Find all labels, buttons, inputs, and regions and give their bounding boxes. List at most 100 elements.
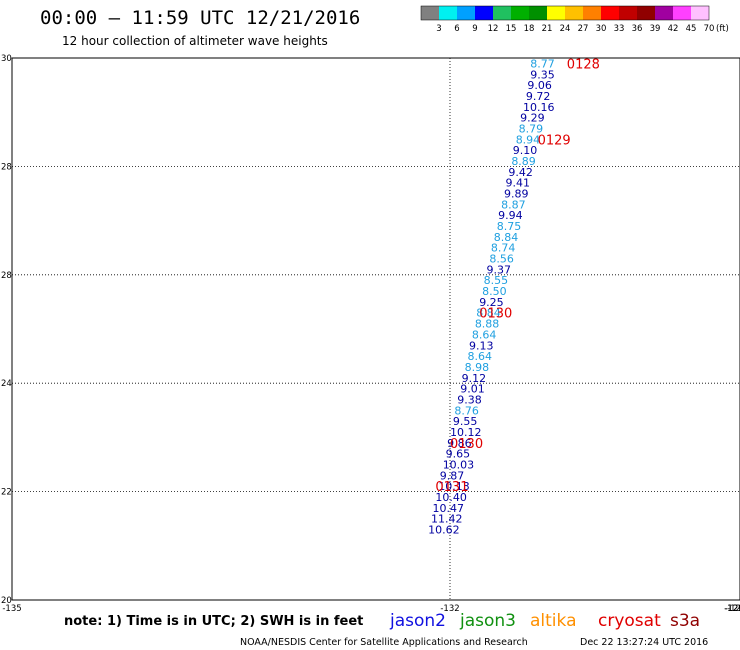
swh-value-label: 9.94	[498, 209, 523, 222]
colorbar-swatch	[601, 6, 619, 20]
colorbar-label: 39	[650, 24, 661, 34]
y-tick-label: 24	[1, 379, 12, 389]
x-tick-label: -123	[724, 604, 740, 614]
swh-value-label: 11.42	[431, 513, 463, 526]
swh-value-label: 8.87	[501, 198, 525, 211]
legend-s3a: s3a	[670, 611, 700, 631]
colorbar-label: 36	[632, 24, 643, 34]
colorbar-swatch	[421, 6, 439, 20]
colorbar-swatch	[511, 6, 529, 20]
swh-value-label: 10.12	[450, 426, 482, 439]
swh-value-label: 9.13	[469, 339, 494, 352]
swh-value-label: 8.98	[465, 361, 490, 374]
colorbar-label: 21	[542, 24, 553, 34]
swh-value-label: 9.38	[457, 393, 482, 406]
colorbar-label: 3	[436, 24, 441, 34]
colorbar-border	[420, 5, 710, 21]
colorbar-label: 12	[488, 24, 499, 34]
x-tick-label: -12	[727, 604, 740, 614]
colorbar-label: 18	[524, 24, 535, 34]
plot-frame	[11, 57, 740, 601]
colorbar-label: 42	[668, 24, 679, 34]
swh-value-label: 8.84	[494, 231, 519, 244]
swh-value-label: 8.64	[472, 328, 497, 341]
swh-value-label: 9.29	[520, 112, 545, 125]
swh-value-label: 8.94	[516, 133, 541, 146]
chart-subtitle: 12 hour collection of altimeter wave hei…	[62, 34, 328, 48]
colorbar-swatch	[475, 6, 493, 20]
colorbar-swatch	[457, 6, 475, 20]
swh-value-label: 10.47	[432, 502, 464, 515]
time-annotation: 0128	[567, 57, 600, 72]
swh-value-label: 9.35	[530, 68, 555, 81]
x-tick-label: -129	[724, 604, 740, 614]
timestamp-text: Dec 22 13:27:24 UTC 2016	[580, 637, 708, 648]
colorbar-swatch	[655, 6, 673, 20]
colorbar-label: 15	[506, 24, 517, 34]
legend-altika: altika	[530, 611, 577, 631]
y-tick-label: 30	[1, 54, 12, 64]
swh-value-label: 8.75	[497, 220, 521, 233]
swh-value-label: 9.72	[526, 90, 551, 103]
colorbar-label: 27	[578, 24, 589, 34]
time-annotation: 0129	[538, 133, 571, 148]
colorbar-swatch	[637, 6, 655, 20]
colorbar-label: 70	[704, 24, 715, 34]
colorbar-label: 45	[686, 24, 697, 34]
y-tick-label: 20	[1, 596, 12, 606]
colorbar-label: 24	[560, 24, 571, 34]
colorbar-swatch	[547, 6, 565, 20]
swh-value-label: 9.06	[527, 79, 552, 92]
time-annotations: 0128012901300130013105530552055002210	[435, 57, 600, 495]
colorbar-unit: (ft)	[716, 24, 729, 34]
colorbar-label: 6	[454, 24, 459, 34]
time-annotation: 0131	[435, 480, 468, 495]
x-tick-label: -132	[440, 604, 459, 614]
swh-value-label: 9.01	[460, 383, 485, 396]
swh-value-label: 9.86	[447, 437, 472, 450]
swh-value-label: 8.55	[484, 274, 509, 287]
swh-value-label: 9.10	[513, 144, 538, 157]
swh-value-label: 8.50	[482, 285, 507, 298]
swh-value-label: 8.64	[468, 350, 493, 363]
swh-value-label: 10.03	[443, 459, 475, 472]
colorbar-swatch	[691, 6, 709, 20]
grid-lines	[12, 58, 740, 600]
colorbar-label: 30	[596, 24, 607, 34]
y-tick-labels: 30 28 28 24 22 20	[1, 54, 12, 606]
swh-value-label: 10.40	[435, 491, 467, 504]
swh-value-label: 8.79	[519, 122, 544, 135]
colorbar-swatch	[493, 6, 511, 20]
legend-jason2: jason2	[389, 611, 446, 631]
credit-text: NOAA/NESDIS Center for Satellite Applica…	[240, 637, 528, 648]
x-tick-label: -135	[2, 604, 21, 614]
colorbar-swatch	[439, 6, 457, 20]
swh-value-label: 9.42	[508, 166, 533, 179]
chart-title: 00:00 – 11:59 UTC 12/21/2016	[40, 7, 360, 29]
swh-value-label: 9.89	[504, 188, 529, 201]
swh-value-label: 8.88	[475, 318, 500, 331]
colorbar-swatch	[583, 6, 601, 20]
swh-value-label: 8.77	[530, 57, 555, 70]
swh-value-label: 10.62	[428, 524, 460, 537]
time-annotation: 0130	[450, 437, 483, 452]
swh-value-label: 8.84	[476, 307, 501, 320]
swh-value-label: 10.16	[523, 101, 555, 114]
time-annotation: 0130	[479, 307, 512, 322]
swh-value-label: 8.74	[491, 242, 516, 255]
colorbar: 3 6 9 12 15 18 21 24 27 30 33 36 39 42 45 70	[420, 5, 715, 34]
colorbar-swatch	[673, 6, 691, 20]
swh-value-label: 9.12	[462, 372, 487, 385]
y-tick-label: 22	[1, 488, 12, 498]
y-tick-label: 28	[1, 162, 12, 172]
swh-value-label: 10.13	[438, 480, 470, 493]
colorbar-label: 9	[472, 24, 477, 34]
swh-value-label: 9.55	[453, 415, 478, 428]
colorbar-label: 33	[614, 24, 625, 34]
colorbar-swatch	[565, 6, 583, 20]
legend-jason3: jason3	[459, 611, 516, 631]
x-tick-labels: -135 -132 -129-126-123-12	[2, 604, 740, 614]
colorbar-swatch	[529, 6, 547, 20]
